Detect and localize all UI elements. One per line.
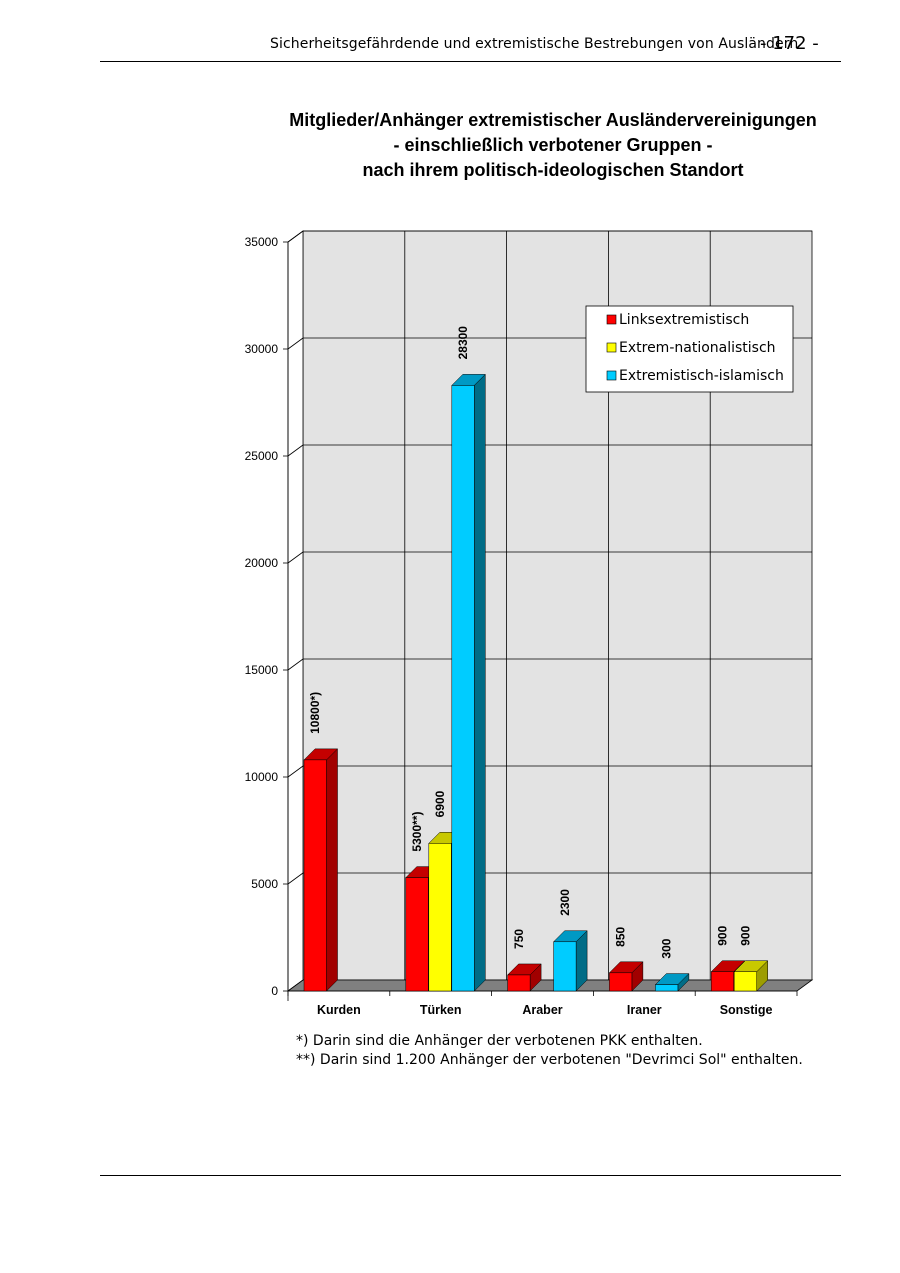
footer-rule (100, 1175, 841, 1176)
y-tick-label: 25000 (245, 449, 279, 463)
bar-front (451, 385, 475, 992)
chart-title-line-1: Mitglieder/Anhänger extremistischer Ausl… (289, 110, 817, 130)
gridline-y-side (287, 337, 304, 350)
y-tick-label: 15000 (245, 663, 279, 677)
bar (451, 373, 486, 992)
legend-swatch (606, 342, 617, 353)
header-rule (100, 61, 841, 62)
running-title: Sicherheitsgefährdende und extremistisch… (270, 36, 799, 52)
chart-title-line-3: nach ihrem politisch-ideologischen Stand… (362, 160, 744, 180)
data-label: 2300 (558, 889, 572, 916)
data-label: 900 (715, 925, 729, 945)
data-label: 750 (512, 929, 526, 949)
bar-front (655, 984, 679, 992)
y-tick-label: 10000 (245, 770, 279, 784)
y-tick-label: 35000 (245, 235, 279, 249)
data-label: 10800*) (308, 692, 322, 734)
bar-front (303, 759, 327, 992)
legend-swatch (606, 370, 617, 381)
gridline-y-side (287, 765, 304, 778)
chart-side-wall (287, 230, 304, 992)
legend-entry: Linksextremistisch (619, 312, 749, 328)
data-label: 900 (738, 925, 752, 945)
legend-box (585, 305, 794, 393)
gridline-y-side (287, 658, 304, 671)
bar (552, 930, 588, 992)
category-label: Türken (420, 1003, 462, 1017)
y-tick-label: 20000 (245, 556, 279, 570)
bar-front (553, 941, 577, 992)
data-label: 28300 (456, 326, 470, 360)
chart-title-line-2: - einschließlich verbotener Gruppen - (393, 135, 713, 155)
chart-footnotes: *) Darin sind die Anhänger der verbotene… (296, 1032, 803, 1070)
gridline-y-side (287, 551, 304, 564)
bar-front (428, 843, 452, 992)
data-label: 300 (660, 938, 674, 958)
bar-front (710, 971, 734, 992)
data-label: 850 (614, 926, 628, 946)
legend-entry: Extremistisch-islamisch (619, 368, 784, 384)
bar (733, 960, 769, 992)
bar-side (326, 748, 338, 992)
gridline-y-side (287, 444, 304, 457)
bar (506, 963, 542, 992)
bar-front (405, 877, 429, 992)
category-label: Kurden (317, 1003, 361, 1017)
category-label: Iraner (627, 1003, 662, 1017)
y-tick-label: 0 (271, 984, 278, 998)
bar-front (733, 971, 757, 992)
bar-front (609, 972, 633, 992)
category-label: Sonstige (720, 1003, 773, 1017)
y-tick-label: 30000 (245, 342, 279, 356)
legend-entry: Extrem-nationalistisch (619, 340, 776, 356)
category-label: Araber (522, 1003, 562, 1017)
gridline-y-side (287, 230, 304, 243)
bar (303, 748, 339, 992)
bar-front (507, 974, 531, 992)
footnote-devrimci-sol: **) Darin sind 1.200 Anhänger der verbot… (296, 1052, 803, 1068)
page-number: - 172 - (760, 33, 819, 54)
bar-side (474, 373, 486, 992)
chart-legend: Linksextremistisch Extrem-nationalistisch… (585, 305, 794, 393)
data-label: 5300**) (410, 812, 424, 852)
gridline-y-side (287, 872, 304, 885)
footnote-pkk: *) Darin sind die Anhänger der verbotene… (296, 1033, 703, 1049)
y-tick-label: 5000 (251, 877, 278, 891)
bar (608, 961, 644, 992)
chart-title: Mitglieder/Anhänger extremistischer Ausl… (253, 108, 853, 183)
data-label: 6900 (433, 790, 447, 817)
bar (654, 972, 690, 992)
legend-swatch (606, 314, 617, 325)
